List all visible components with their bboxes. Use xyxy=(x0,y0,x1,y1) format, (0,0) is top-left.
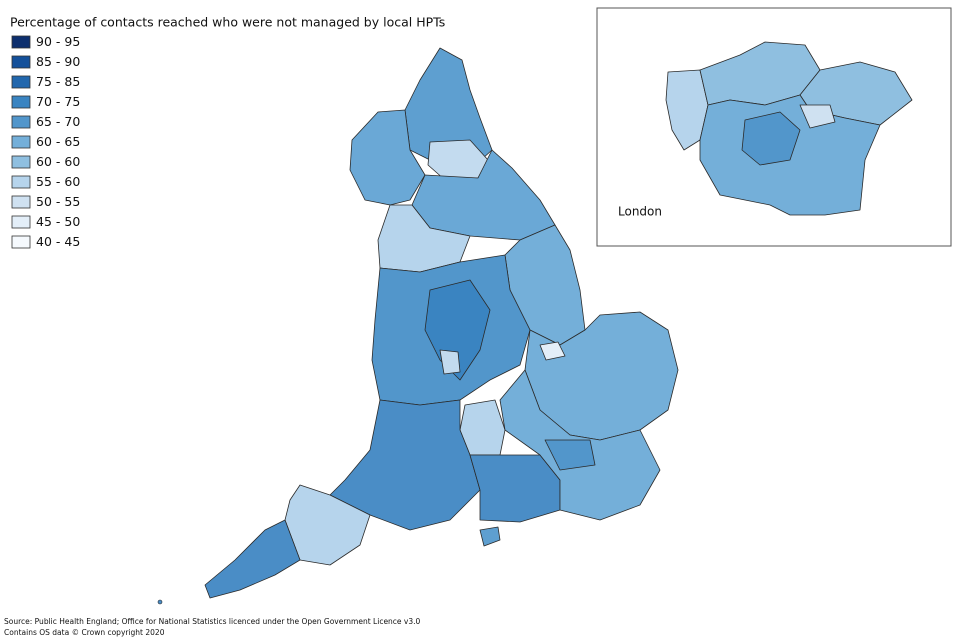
region xyxy=(204,519,301,599)
region xyxy=(469,454,561,523)
source-note: Contains OS data © Crown copyright 2020 xyxy=(4,628,165,637)
region xyxy=(439,349,461,375)
region xyxy=(329,399,481,531)
legend-swatch xyxy=(11,35,31,49)
region xyxy=(539,341,566,361)
legend-label: 75 - 85 xyxy=(36,74,80,89)
legend-label: 85 - 90 xyxy=(36,54,80,69)
legend-swatch xyxy=(11,175,31,189)
legend: 90 - 95 85 - 90 75 - 85 70 - 75 65 - 70 60 - … xyxy=(11,34,80,249)
legend-swatch xyxy=(11,215,31,229)
region xyxy=(284,484,371,566)
legend-label: 70 - 75 xyxy=(36,94,80,109)
region xyxy=(544,439,596,471)
borough xyxy=(799,104,836,129)
legend-label: 40 - 45 xyxy=(36,234,80,249)
legend-swatch xyxy=(11,235,31,249)
legend-label: 60 - 60 xyxy=(36,154,80,169)
legend-label: 45 - 50 xyxy=(36,214,80,229)
legend-label: 90 - 95 xyxy=(36,34,80,49)
region xyxy=(479,526,501,547)
legend-swatch xyxy=(11,115,31,129)
legend-label: 60 - 65 xyxy=(36,134,80,149)
legend-label: 55 - 60 xyxy=(36,174,80,189)
legend-swatch xyxy=(11,55,31,69)
legend-swatch xyxy=(11,135,31,149)
map-title: Percentage of contacts reached who were … xyxy=(10,15,445,30)
legend-swatch xyxy=(11,155,31,169)
inset-label: London xyxy=(618,205,662,219)
legend-swatch xyxy=(11,95,31,109)
region xyxy=(349,109,426,206)
legend-swatch xyxy=(11,195,31,209)
legend-swatch xyxy=(11,75,31,89)
legend-label: 65 - 70 xyxy=(36,114,80,129)
source-note: Source: Public Health England; Office fo… xyxy=(4,617,421,626)
london-inset: London xyxy=(596,7,952,247)
borough xyxy=(741,111,801,166)
scilly-isles xyxy=(157,599,163,605)
england-map xyxy=(157,47,679,605)
legend-label: 50 - 55 xyxy=(36,194,80,209)
